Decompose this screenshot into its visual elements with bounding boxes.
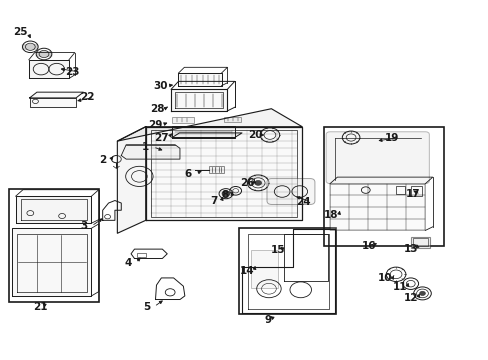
Bar <box>410 186 421 196</box>
Polygon shape <box>178 73 221 86</box>
Text: 28: 28 <box>150 104 164 114</box>
Circle shape <box>419 291 425 296</box>
Polygon shape <box>12 228 91 296</box>
Text: 14: 14 <box>239 266 254 276</box>
Circle shape <box>222 191 229 197</box>
Text: 3: 3 <box>81 221 87 231</box>
Bar <box>172 117 194 123</box>
Text: 8: 8 <box>221 190 228 200</box>
Polygon shape <box>29 60 69 78</box>
Text: 5: 5 <box>143 302 150 312</box>
Bar <box>250 250 277 288</box>
Bar <box>209 166 224 173</box>
Text: 15: 15 <box>270 245 285 255</box>
Text: 12: 12 <box>403 293 417 303</box>
Text: 26: 26 <box>239 178 254 188</box>
Text: 22: 22 <box>80 92 94 102</box>
Text: 7: 7 <box>210 196 218 206</box>
Text: 19: 19 <box>384 132 399 143</box>
Polygon shape <box>121 145 180 159</box>
Text: 25: 25 <box>13 27 28 37</box>
Text: 11: 11 <box>392 282 407 292</box>
Polygon shape <box>29 92 83 98</box>
FancyBboxPatch shape <box>325 132 428 184</box>
Text: 17: 17 <box>405 189 420 199</box>
Bar <box>238 228 336 314</box>
Polygon shape <box>172 126 234 138</box>
Polygon shape <box>145 127 302 220</box>
Text: 2: 2 <box>99 155 106 165</box>
Text: 29: 29 <box>148 120 163 130</box>
Text: 18: 18 <box>324 210 338 220</box>
Polygon shape <box>117 127 145 233</box>
Text: 10: 10 <box>377 273 392 283</box>
Text: 20: 20 <box>247 130 262 140</box>
Text: 6: 6 <box>184 168 191 179</box>
Bar <box>395 186 404 194</box>
Text: 30: 30 <box>153 81 167 91</box>
Text: 21: 21 <box>33 302 47 312</box>
Bar <box>410 237 429 248</box>
Polygon shape <box>171 89 227 111</box>
Bar <box>9 189 99 302</box>
Bar <box>412 238 427 246</box>
Bar <box>323 127 443 246</box>
Text: 9: 9 <box>264 315 271 325</box>
Polygon shape <box>29 98 76 107</box>
Text: 4: 4 <box>124 258 132 268</box>
Text: 24: 24 <box>295 197 310 207</box>
Bar <box>137 253 145 257</box>
Text: 1: 1 <box>142 142 149 152</box>
Text: 23: 23 <box>65 67 80 77</box>
Polygon shape <box>16 196 91 223</box>
Bar <box>224 117 241 122</box>
Bar <box>329 184 425 230</box>
Text: 27: 27 <box>154 132 168 143</box>
Bar <box>150 130 297 217</box>
FancyBboxPatch shape <box>266 179 314 204</box>
Text: 13: 13 <box>403 244 417 254</box>
Text: 16: 16 <box>361 240 376 251</box>
Polygon shape <box>172 133 242 138</box>
Circle shape <box>254 180 261 185</box>
Polygon shape <box>117 109 302 141</box>
